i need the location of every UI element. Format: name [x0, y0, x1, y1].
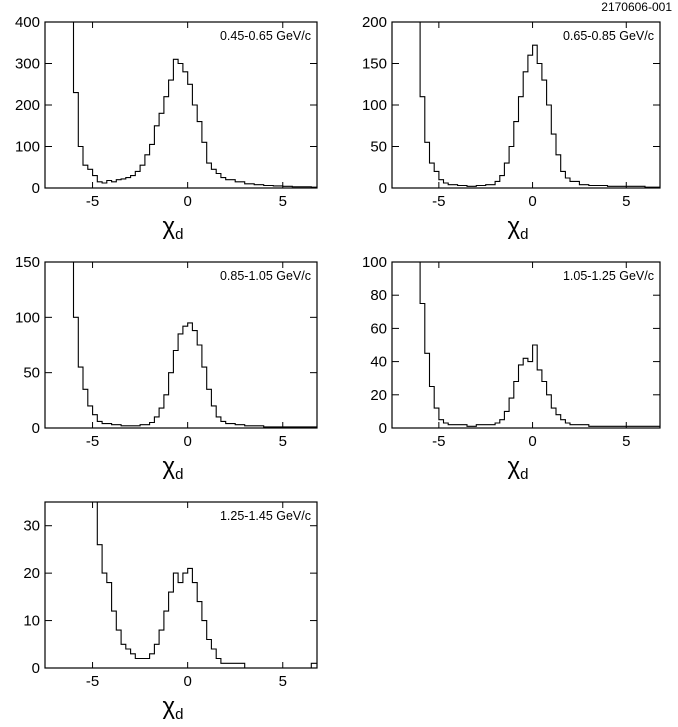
y-tick-label: 20 [370, 387, 387, 404]
y-tick-label: 150 [362, 56, 387, 73]
plot-frame [44, 501, 318, 669]
y-tick-label: 300 [15, 56, 40, 73]
y-tick-label: 200 [15, 97, 40, 114]
y-tick-label: 150 [15, 254, 40, 271]
y-tick-label: 0 [32, 420, 40, 437]
x-axis-label-subscript: d [175, 226, 183, 243]
x-tick-label: -5 [86, 193, 99, 210]
x-axis-label-symbol: χ [163, 453, 176, 480]
y-tick-label: 100 [15, 309, 40, 326]
histogram-series [68, 261, 317, 428]
x-tick-label: 5 [279, 433, 287, 450]
plot-frame [391, 261, 661, 429]
plot-frame [44, 21, 318, 189]
x-tick-label: 5 [279, 673, 287, 690]
x-axis-label-symbol: χ [163, 213, 176, 240]
histogram-series [415, 21, 660, 188]
y-tick-label: 40 [370, 354, 387, 371]
x-tick-label: -5 [86, 433, 99, 450]
panel-momentum-label: 1.05-1.25 GeV/c [563, 269, 654, 283]
x-axis-label-subscript: d [520, 466, 528, 483]
y-tick-label: 0 [32, 660, 40, 677]
histogram-panel-4: -5 0 5 0 20 40 60 80 100 1.05-1.25 GeV/c χd [362, 254, 661, 483]
plot-frame [44, 261, 318, 429]
y-tick-label: 80 [370, 287, 387, 304]
y-tick-label: 200 [362, 14, 387, 31]
x-tick-label: -5 [432, 433, 445, 450]
y-tick-label: 100 [362, 97, 387, 114]
figure-id-label: 2170606-001 [601, 0, 672, 14]
y-tick-label: 0 [379, 180, 387, 197]
x-tick-label: 0 [528, 193, 536, 210]
x-tick-label: -5 [432, 193, 445, 210]
y-tick-label: 50 [370, 139, 387, 156]
y-tick-label: 10 [23, 613, 40, 630]
histogram-series [92, 501, 317, 669]
y-tick-label: 400 [15, 14, 40, 31]
y-tick-label: 100 [362, 254, 387, 271]
x-axis-label-symbol: χ [508, 453, 521, 480]
x-tick-label: 0 [183, 433, 191, 450]
panel-momentum-label: 0.65-0.85 GeV/c [563, 29, 654, 43]
x-axis-label-subscript: d [175, 706, 183, 723]
y-tick-label: 50 [23, 365, 40, 382]
x-axis-label-subscript: d [175, 466, 183, 483]
panel-momentum-label: 0.45-0.65 GeV/c [220, 29, 311, 43]
x-tick-label: 0 [183, 673, 191, 690]
histogram-series [68, 21, 317, 188]
x-axis-label: χd [163, 213, 184, 243]
x-axis-label: χd [163, 693, 184, 723]
x-axis-label-subscript: d [520, 226, 528, 243]
y-tick-label: 60 [370, 320, 387, 337]
x-tick-label: -5 [86, 673, 99, 690]
y-tick-label: 100 [15, 139, 40, 156]
x-tick-label: 0 [183, 193, 191, 210]
histogram-panel-5: -5 0 5 0 10 20 30 1.25-1.45 GeV/c χd [23, 501, 318, 723]
x-axis-label: χd [508, 213, 529, 243]
x-tick-label: 5 [279, 193, 287, 210]
x-axis-label: χd [163, 453, 184, 483]
x-axis-label-symbol: χ [163, 693, 176, 720]
x-axis-label: χd [508, 453, 529, 483]
panel-momentum-label: 1.25-1.45 GeV/c [220, 509, 311, 523]
panel-momentum-label: 0.85-1.05 GeV/c [220, 269, 311, 283]
x-tick-label: 5 [622, 433, 630, 450]
histogram-series [415, 261, 660, 427]
y-tick-label: 0 [379, 420, 387, 437]
x-axis-label-symbol: χ [508, 213, 521, 240]
y-tick-label: 0 [32, 180, 40, 197]
x-tick-label: 5 [622, 193, 630, 210]
y-tick-label: 20 [23, 565, 40, 582]
x-tick-label: 0 [528, 433, 536, 450]
y-tick-label: 30 [23, 518, 40, 535]
